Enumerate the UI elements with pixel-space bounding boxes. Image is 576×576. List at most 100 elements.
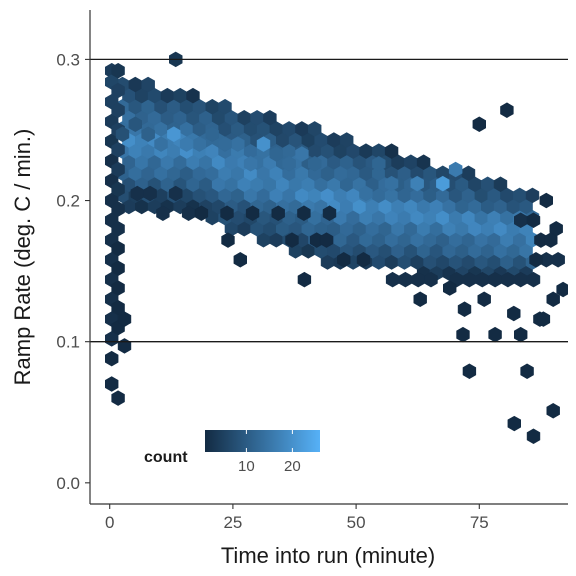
hex-bin <box>205 126 219 142</box>
hex-bin <box>297 271 312 288</box>
axes: 0 25 50 75 0.0 0.1 0.2 0.3 <box>56 10 568 532</box>
hex-bin <box>526 212 541 229</box>
hex-bin <box>477 291 491 308</box>
x-tick-label: 50 <box>347 513 366 532</box>
hex-bin <box>384 143 399 159</box>
hex-bin <box>269 146 283 162</box>
hex-bin <box>111 390 125 406</box>
reference-lines <box>90 58 568 343</box>
x-tick-label: 25 <box>223 513 242 532</box>
hex-bin <box>115 126 130 142</box>
hex-bin <box>297 205 311 221</box>
hex-bin <box>308 121 322 137</box>
hex-bin <box>105 376 119 392</box>
hex-bin <box>111 201 125 217</box>
y-axis-title: Ramp Rate (deg. C / min.) <box>10 129 35 386</box>
hex-bin <box>526 271 541 288</box>
hex-bin <box>282 156 296 172</box>
y-tick-label: 0.0 <box>56 474 80 493</box>
hex-bin <box>372 156 386 172</box>
hex-bin <box>233 252 247 268</box>
hex-bin <box>493 176 508 193</box>
hex-bin <box>218 98 232 115</box>
hex-bin <box>117 338 132 354</box>
hex-bin <box>111 280 125 296</box>
hex-bin <box>526 428 541 444</box>
hex-bin <box>337 252 351 268</box>
hex-bin <box>410 175 424 192</box>
hex-bin <box>167 126 181 142</box>
hex-bins <box>105 51 568 444</box>
y-tick-label: 0.1 <box>56 333 80 352</box>
hex-bin <box>472 116 486 133</box>
hex-bin <box>536 311 551 327</box>
hex-bin <box>111 141 125 158</box>
hex-bin <box>322 205 337 221</box>
hex-bin <box>529 252 543 268</box>
hex-bin <box>539 192 553 209</box>
hex-bin <box>507 305 521 322</box>
legend-tick-label: 10 <box>238 458 255 475</box>
hex-bin <box>413 291 427 308</box>
hex-bin <box>285 232 299 248</box>
hex-bin <box>245 205 260 221</box>
hex-bin <box>111 82 125 99</box>
hex-bin <box>141 76 155 93</box>
hex-bin <box>556 281 568 298</box>
x-axis-title: Time into run (minute) <box>221 543 435 568</box>
hex-bin <box>141 126 155 142</box>
hex-bin <box>156 205 170 221</box>
hex-bin <box>457 301 472 317</box>
hex-bin <box>514 326 528 343</box>
hex-bin <box>105 350 119 367</box>
hex-bin <box>443 280 457 296</box>
hex-bin <box>436 175 450 192</box>
hex-bin <box>340 132 354 148</box>
hex-bin <box>488 326 502 343</box>
hex-bin <box>551 252 565 268</box>
hex-bin <box>500 102 514 118</box>
hex-bin <box>256 136 271 152</box>
hex-bin <box>169 185 183 202</box>
hex-bin <box>295 146 309 162</box>
hex-bin <box>384 175 399 192</box>
hex-bin <box>186 87 200 104</box>
x-tick-label: 0 <box>105 513 114 532</box>
hex-bin <box>546 291 560 308</box>
hex-bin <box>356 252 371 268</box>
hex-bin <box>385 271 400 288</box>
hex-bin <box>359 185 373 202</box>
hex-bin <box>243 156 258 172</box>
hex-bin <box>111 181 125 197</box>
hex-bin <box>218 136 232 152</box>
hex-bin <box>271 205 285 221</box>
hex-bin <box>111 240 125 257</box>
hex-bin <box>416 154 431 170</box>
hex-bin <box>194 205 209 221</box>
legend: count 10 20 <box>144 430 320 475</box>
hex-bin <box>263 110 277 126</box>
hex-bin <box>111 102 125 118</box>
y-tick-label: 0.3 <box>56 50 80 69</box>
hex-bin <box>398 271 413 288</box>
legend-tick-label: 20 <box>284 458 301 475</box>
hex-bin <box>507 415 521 432</box>
hex-bin <box>544 232 558 248</box>
hex-bin <box>143 185 157 202</box>
hex-bin <box>128 116 142 133</box>
legend-ticks: 10 20 <box>238 430 301 475</box>
legend-colorbar <box>205 430 320 452</box>
hex-bin <box>319 232 334 248</box>
hex-bin <box>179 136 194 152</box>
hex-bin <box>424 271 438 288</box>
hex-bin <box>308 156 322 172</box>
hex-bin <box>320 165 335 182</box>
hex-bin <box>111 62 125 79</box>
hex-bin <box>154 136 168 152</box>
hex-bin <box>546 403 560 419</box>
legend-title: count <box>144 449 188 466</box>
y-tick-label: 0.2 <box>56 192 80 211</box>
hex-bin <box>220 205 234 221</box>
hex-bin <box>525 187 540 204</box>
